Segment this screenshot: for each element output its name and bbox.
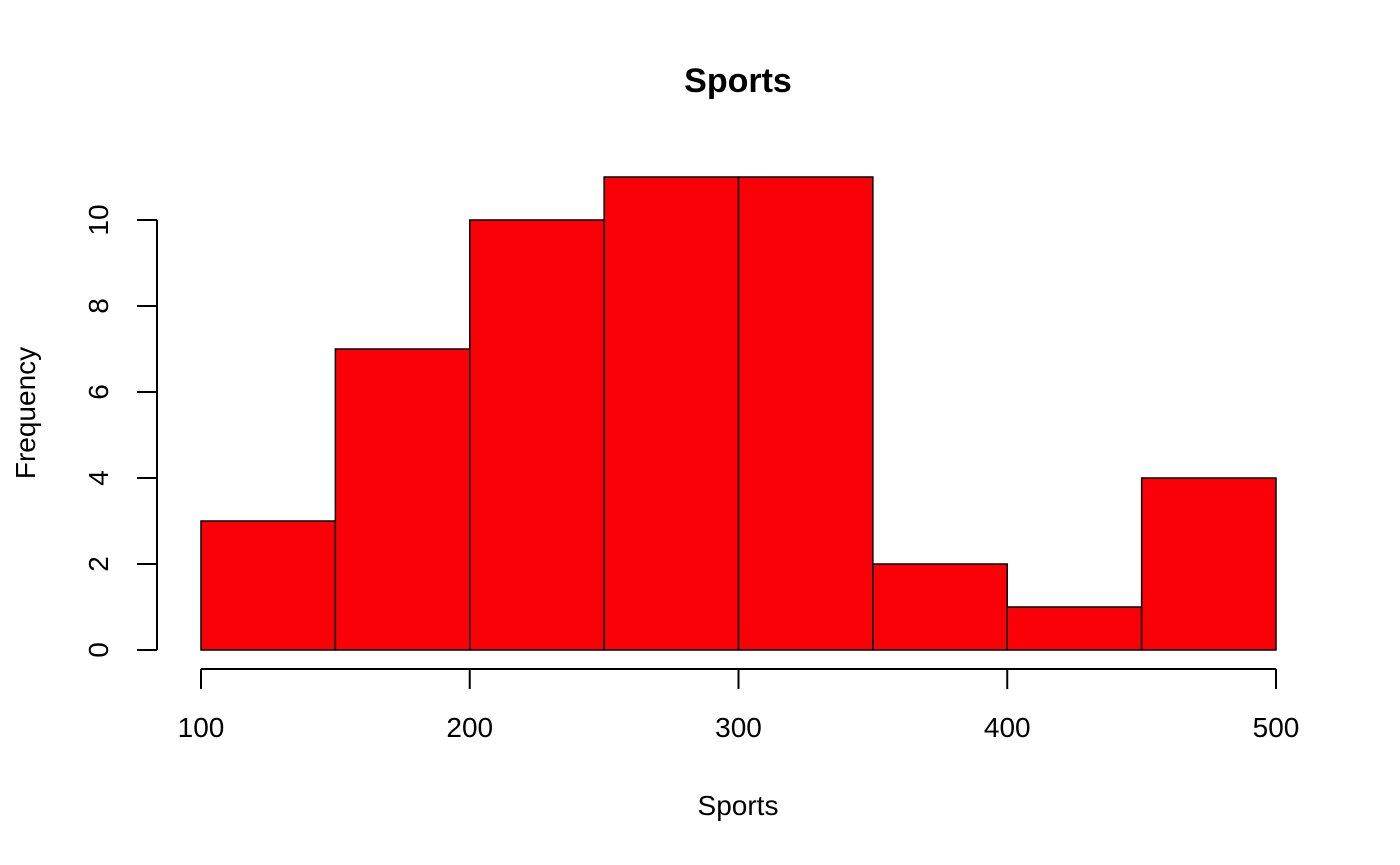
y-tick-label-0: 0 [83, 642, 114, 658]
histogram-bar-2 [469, 219, 605, 651]
y-tick-label-1: 2 [83, 556, 114, 572]
y-axis-label: Frequency [10, 347, 41, 479]
y-axis: 0 2 4 6 8 10 [83, 204, 158, 658]
chart-title: Sports [684, 62, 792, 100]
histogram-bar-4 [737, 176, 874, 651]
y-tick-label-2: 4 [83, 470, 114, 486]
y-tick-label-4: 8 [83, 298, 114, 314]
histogram-bar-3 [603, 176, 740, 651]
x-axis-label: Sports [698, 790, 779, 821]
x-axis: 100 200 300 400 500 [178, 668, 1300, 743]
x-tick-label-0: 100 [178, 712, 225, 743]
histogram-bar-6 [1006, 606, 1143, 651]
histogram-bar-5 [872, 563, 1008, 651]
x-tick-label-3: 400 [984, 712, 1031, 743]
y-tick-label-3: 6 [83, 384, 114, 400]
histogram-bar-0 [200, 520, 337, 651]
histogram-bar-7 [1140, 477, 1277, 651]
x-tick-label-1: 200 [446, 712, 493, 743]
bars-group [200, 176, 1277, 651]
y-tick-label-5: 10 [83, 204, 114, 235]
histogram-bar-1 [334, 348, 471, 651]
x-tick-label-4: 500 [1253, 712, 1300, 743]
x-tick-label-2: 300 [715, 712, 762, 743]
